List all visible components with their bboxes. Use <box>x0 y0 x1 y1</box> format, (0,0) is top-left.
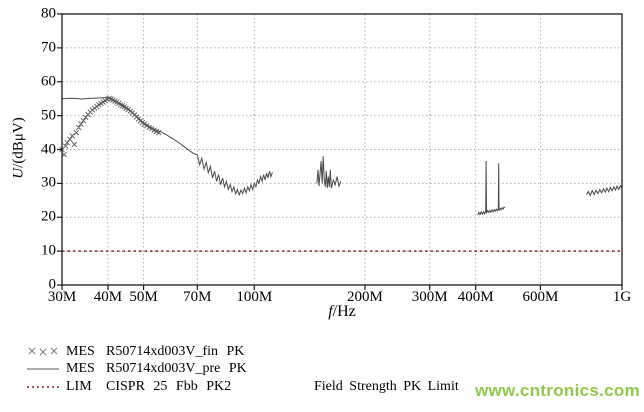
x-axis-title: f/Hz <box>328 303 356 321</box>
y-tick-label: 80 <box>41 5 56 22</box>
legend-label: R50714xd003V_fin PK <box>106 344 245 359</box>
y-tick-label: 70 <box>41 39 56 56</box>
x-tick-label: 200M <box>347 289 383 305</box>
x-axis-symbol: f <box>328 303 333 320</box>
y-axis-title: U/(dBμV) <box>11 117 28 178</box>
y-tick-label: 30 <box>41 174 56 191</box>
legend-tag: MES <box>66 361 95 376</box>
legend-label: CISPR 25 Fbb PK2 <box>106 379 232 394</box>
y-axis-unit: /(dBμV) <box>10 117 27 168</box>
legend-row-pre: MES R50714xd003V_pre PK <box>0 361 644 378</box>
legend-row-fin: MES R50714xd003V_fin PK <box>0 344 644 361</box>
y-tick-label: 0 <box>48 276 57 293</box>
x-tick-label: 100M <box>236 289 273 305</box>
x-tick-label: 50M <box>129 289 158 305</box>
legend-label: R50714xd003V_pre PK <box>106 361 247 376</box>
x-tick-label: 400M <box>457 289 494 305</box>
x-tick-label: 300M <box>411 289 448 305</box>
x-axis-unit: /Hz <box>332 303 356 320</box>
watermark: www.cntronics.com <box>474 381 640 400</box>
y-axis-symbol: U <box>10 167 27 179</box>
y-tick-label: 10 <box>41 242 56 259</box>
x-tick-label: 600M <box>522 289 559 305</box>
x-tick-label: 70M <box>183 289 212 305</box>
y-tick-label: 40 <box>41 141 56 157</box>
dotted-line-marker-icon <box>27 386 59 388</box>
line-marker-icon <box>27 368 59 370</box>
legend-tag: MES <box>66 344 95 359</box>
y-tick-label: 50 <box>41 107 56 124</box>
scatter-marker-icon <box>28 347 58 356</box>
y-tick-label: 60 <box>41 73 56 90</box>
plot-canvas <box>57 13 623 290</box>
x-tick-label: 1G <box>612 289 632 305</box>
x-tick-label: 40M <box>93 289 123 305</box>
legend-label-extra: Field Strength PK Limit <box>314 379 459 394</box>
x-tick-label: 30M <box>47 289 77 305</box>
legend-tag: LIM <box>66 379 92 394</box>
y-tick-label: 20 <box>41 208 56 225</box>
